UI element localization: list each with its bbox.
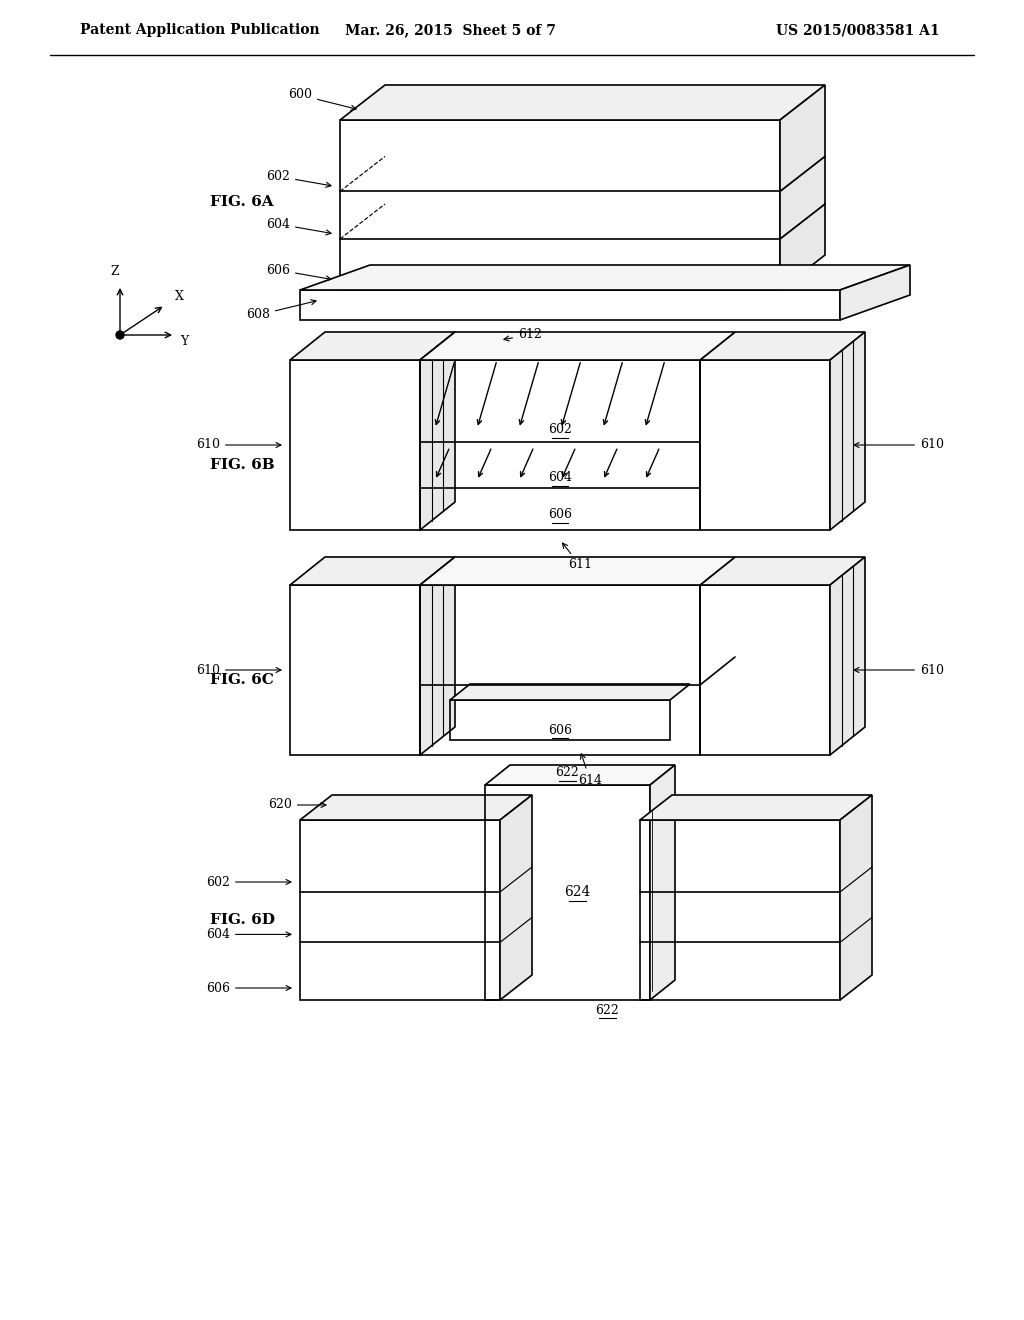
Bar [485,785,650,1001]
Text: 610: 610 [196,664,281,676]
Polygon shape [700,557,865,585]
Polygon shape [830,557,865,755]
Text: 620: 620 [268,799,326,812]
Polygon shape [420,557,455,755]
Text: 612: 612 [504,329,542,342]
Polygon shape [840,795,872,1001]
Polygon shape [420,333,455,531]
Text: 600: 600 [288,88,356,111]
Text: 602: 602 [548,424,572,436]
Text: 606: 606 [206,982,291,994]
Text: US 2015/0083581 A1: US 2015/0083581 A1 [776,22,940,37]
Polygon shape [300,265,910,290]
Text: FIG. 6D: FIG. 6D [210,913,275,927]
Polygon shape [485,766,675,785]
Text: Patent Application Publication: Patent Application Publication [80,22,319,37]
Polygon shape [450,684,690,700]
Bar [290,360,420,531]
Text: X: X [175,290,184,304]
Text: Mar. 26, 2015  Sheet 5 of 7: Mar. 26, 2015 Sheet 5 of 7 [344,22,555,37]
Text: FIG. 6A: FIG. 6A [210,195,273,209]
Polygon shape [340,84,825,120]
Polygon shape [290,333,455,360]
Bar [700,585,830,755]
Polygon shape [650,766,675,1001]
Text: 624: 624 [564,886,591,899]
Polygon shape [500,795,532,1001]
Text: 611: 611 [562,543,592,572]
Text: 602: 602 [266,170,331,187]
Polygon shape [640,795,872,820]
Bar [300,820,500,1001]
Text: 610: 610 [196,438,281,451]
Text: 610: 610 [854,438,944,451]
Bar [300,290,840,319]
Text: 622: 622 [596,1003,620,1016]
Polygon shape [420,557,735,585]
Text: 602: 602 [206,875,291,888]
Bar [450,700,670,741]
Text: FIG. 6B: FIG. 6B [210,458,274,473]
Text: 604: 604 [206,928,291,941]
Circle shape [116,331,124,339]
Bar [290,585,420,755]
Polygon shape [830,333,865,531]
Text: 604: 604 [548,471,572,484]
Text: 614: 614 [578,754,602,787]
Bar [340,120,780,290]
Polygon shape [840,265,910,319]
Text: 606: 606 [548,508,572,521]
Polygon shape [700,333,865,360]
Polygon shape [290,557,455,585]
Text: FIG. 6C: FIG. 6C [210,673,273,686]
Text: 604: 604 [266,218,331,235]
Text: 608: 608 [246,300,316,322]
Bar [640,820,840,1001]
Bar [700,360,830,531]
Text: 606: 606 [548,723,572,737]
Polygon shape [300,795,532,820]
Text: Y: Y [180,335,188,348]
Text: 610: 610 [854,664,944,676]
Polygon shape [420,333,735,360]
Text: Z: Z [110,265,119,279]
Text: 606: 606 [266,264,331,281]
Polygon shape [780,84,825,290]
Text: 622: 622 [556,767,580,780]
Bar [420,360,700,531]
